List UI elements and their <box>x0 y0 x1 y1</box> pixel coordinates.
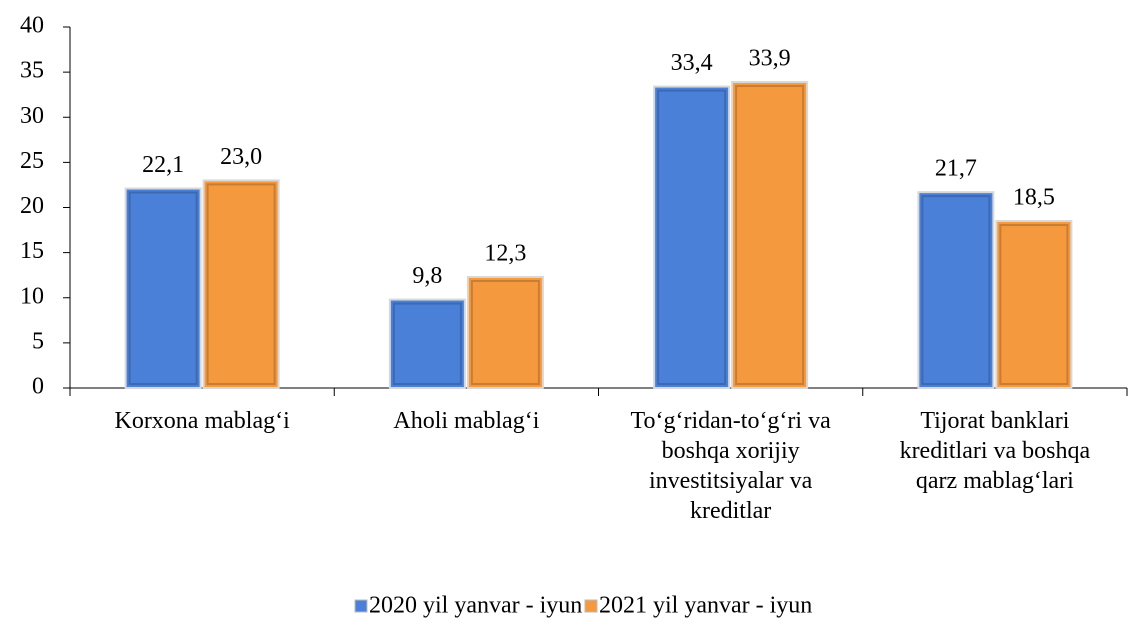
y-tick-label: 35 <box>20 58 44 84</box>
y-tick-label: 10 <box>20 283 44 309</box>
bar-bevel <box>392 302 462 385</box>
bar-bevel <box>657 89 727 385</box>
bar-bevel <box>470 279 540 385</box>
bar-bevel <box>999 224 1069 385</box>
bar-bevel <box>921 195 991 385</box>
y-tick-label: 25 <box>20 148 44 174</box>
data-label: 18,5 <box>1013 185 1055 211</box>
data-label: 23,0 <box>220 144 262 170</box>
legend-label: 2021 yil yanvar - iyun <box>599 593 812 619</box>
data-label: 21,7 <box>935 156 977 182</box>
legend-label: 2020 yil yanvar - iyun <box>369 593 582 619</box>
bar <box>731 81 809 390</box>
bar-bevel <box>128 191 198 385</box>
data-label: 22,1 <box>142 152 184 178</box>
x-tick-label: Korxona mablag‘i <box>114 408 290 434</box>
legend-swatch <box>584 599 598 613</box>
bar <box>202 179 280 389</box>
data-label: 12,3 <box>484 240 526 266</box>
bar <box>466 275 544 389</box>
bar <box>388 298 466 389</box>
y-tick-label: 40 <box>20 13 44 39</box>
y-tick-label: 5 <box>32 328 44 354</box>
x-tick-label: To‘g‘ridan-to‘g‘ri va boshqa xorijiy inv… <box>630 408 831 524</box>
bar <box>124 187 202 389</box>
data-label: 33,9 <box>749 46 791 72</box>
y-tick-label: 0 <box>32 374 44 400</box>
y-tick-label: 20 <box>20 193 44 219</box>
bar <box>917 191 995 389</box>
x-tick-label: Aholi mablag‘i <box>393 408 540 434</box>
y-tick-label: 15 <box>20 238 44 264</box>
bar <box>995 220 1073 389</box>
bar-bevel <box>206 183 276 385</box>
legend-swatch <box>354 599 368 613</box>
data-label: 9,8 <box>412 263 442 289</box>
x-tick-label: Tijorat banklari kreditlari va boshqa qa… <box>899 408 1091 494</box>
bar <box>653 85 731 389</box>
y-tick-label: 30 <box>20 103 44 129</box>
data-label: 33,4 <box>671 50 713 76</box>
bar-bevel <box>735 85 805 386</box>
